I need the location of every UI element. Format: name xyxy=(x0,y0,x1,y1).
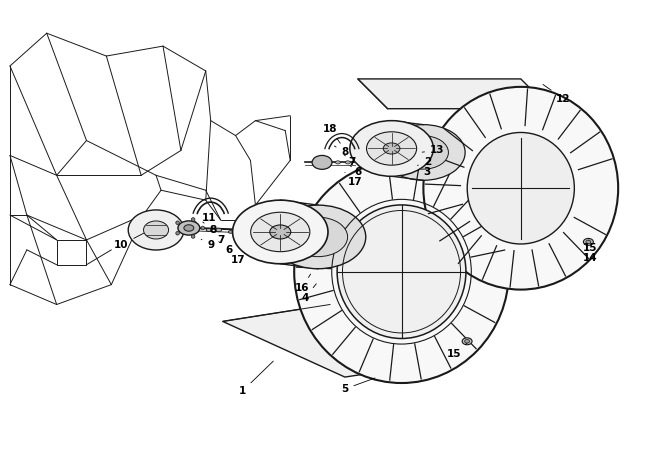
Circle shape xyxy=(176,221,179,225)
Text: 12: 12 xyxy=(543,85,571,104)
Ellipse shape xyxy=(251,212,310,252)
Ellipse shape xyxy=(345,161,350,164)
Ellipse shape xyxy=(312,155,332,169)
Text: 18: 18 xyxy=(322,124,341,143)
Ellipse shape xyxy=(337,205,466,338)
Ellipse shape xyxy=(184,225,194,231)
Circle shape xyxy=(176,231,179,235)
Ellipse shape xyxy=(384,143,400,154)
Ellipse shape xyxy=(350,121,434,176)
Text: 7: 7 xyxy=(344,154,356,167)
Ellipse shape xyxy=(294,160,509,383)
Ellipse shape xyxy=(465,340,469,343)
Circle shape xyxy=(191,235,195,238)
Ellipse shape xyxy=(462,338,472,345)
Text: 16: 16 xyxy=(295,274,311,292)
Text: 6: 6 xyxy=(219,242,232,255)
Text: 8: 8 xyxy=(334,146,348,158)
Ellipse shape xyxy=(270,205,366,269)
Ellipse shape xyxy=(467,132,575,244)
Text: 11: 11 xyxy=(196,213,216,223)
Ellipse shape xyxy=(367,132,417,165)
Ellipse shape xyxy=(206,229,211,231)
Ellipse shape xyxy=(382,125,465,180)
Polygon shape xyxy=(358,79,551,109)
Ellipse shape xyxy=(586,240,591,243)
Text: 17: 17 xyxy=(229,250,246,265)
Text: 1: 1 xyxy=(239,361,273,396)
Circle shape xyxy=(201,226,205,230)
Ellipse shape xyxy=(128,210,184,250)
Text: 15: 15 xyxy=(583,240,597,253)
Ellipse shape xyxy=(398,136,448,169)
Ellipse shape xyxy=(178,221,200,235)
Text: 4: 4 xyxy=(302,284,317,302)
Ellipse shape xyxy=(144,221,168,239)
Text: 9: 9 xyxy=(202,239,214,250)
Ellipse shape xyxy=(584,238,593,245)
Ellipse shape xyxy=(270,225,291,239)
Text: 8: 8 xyxy=(203,222,216,235)
Text: 3: 3 xyxy=(417,167,431,177)
Text: 14: 14 xyxy=(583,245,597,263)
Text: 15: 15 xyxy=(447,343,467,359)
Text: 17: 17 xyxy=(345,172,362,187)
Polygon shape xyxy=(223,305,451,377)
Ellipse shape xyxy=(289,217,348,256)
Ellipse shape xyxy=(233,200,328,264)
Ellipse shape xyxy=(228,231,233,233)
Text: 5: 5 xyxy=(341,378,375,394)
Text: 6: 6 xyxy=(350,165,361,177)
Text: 2: 2 xyxy=(417,158,431,167)
Ellipse shape xyxy=(423,87,618,290)
Circle shape xyxy=(191,218,195,221)
Text: 10: 10 xyxy=(114,233,144,250)
Ellipse shape xyxy=(335,161,341,164)
Text: 7: 7 xyxy=(211,230,224,245)
Text: 13: 13 xyxy=(422,145,445,155)
Ellipse shape xyxy=(216,228,222,232)
